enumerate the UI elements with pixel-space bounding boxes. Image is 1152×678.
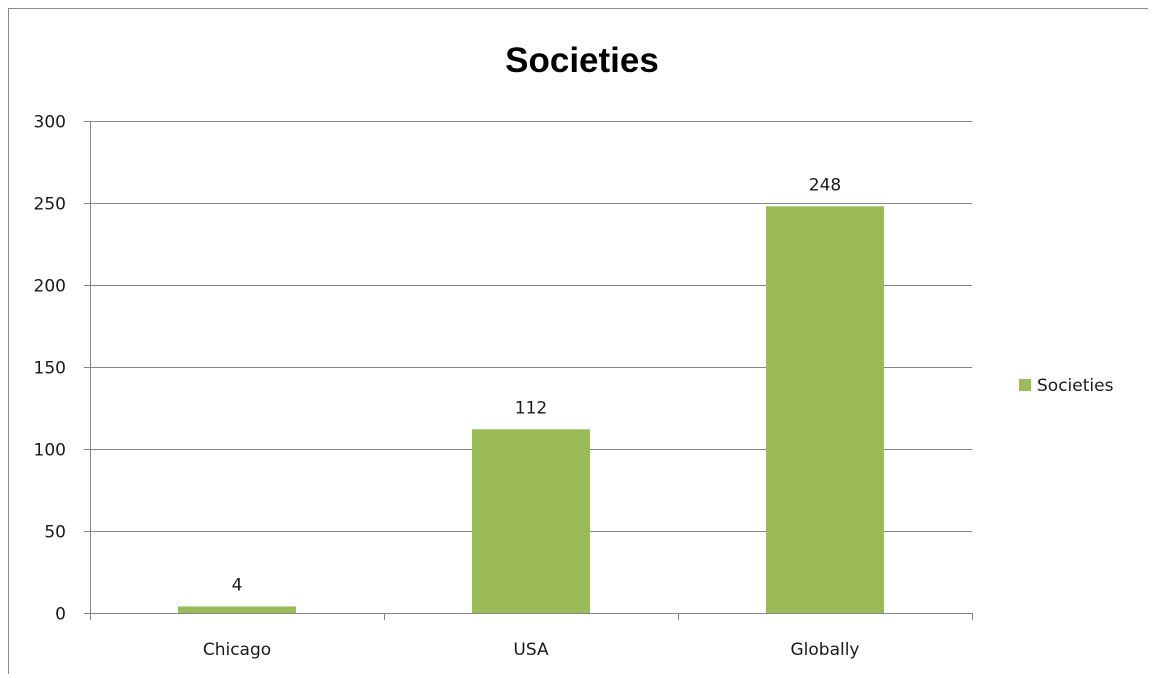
x-tick-label: Chicago [203,640,271,660]
data-label: 4 [232,575,243,595]
chart-frame [8,8,1148,674]
y-tick-label: 150 [34,359,66,379]
bar-globally [766,206,884,613]
y-tick-label: 100 [34,441,66,461]
legend: Societies [1019,376,1114,396]
legend-label: Societies [1037,376,1114,396]
labels: 0 50 100 150 200 250 300 Chicago 4 USA 112 Globally… [34,113,860,661]
data-label: 248 [809,175,841,195]
axes [84,121,973,620]
x-tick-label: Globally [790,640,859,660]
y-tick-label: 50 [44,523,66,543]
bar-chicago [178,606,296,613]
chart-title: Societies [505,41,659,80]
y-tick-label: 250 [34,195,66,215]
y-tick-label: 200 [34,277,66,297]
y-tick-label: 0 [55,605,66,625]
bar-usa [472,429,590,613]
y-tick-label: 300 [34,113,66,133]
legend-swatch [1019,379,1031,391]
bars [178,206,884,613]
x-tick-label: USA [513,640,549,660]
data-label: 112 [515,398,547,418]
